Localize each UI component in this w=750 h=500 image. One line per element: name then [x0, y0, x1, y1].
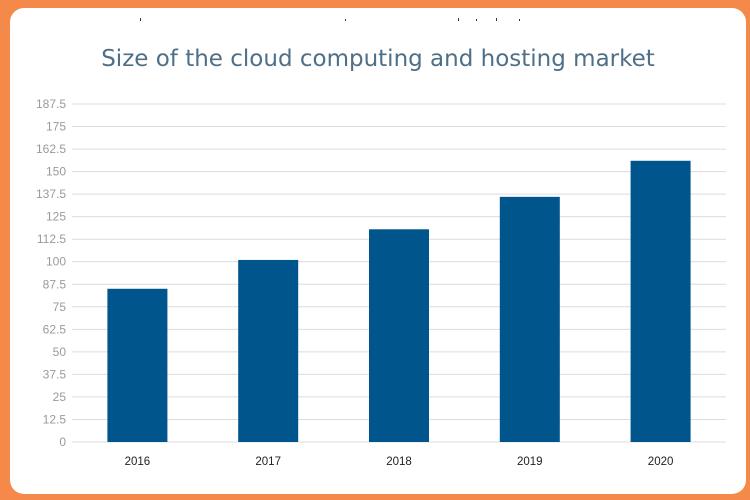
bar-chart: 0 12.5 25 37.5 50 62.5 75 87.5 100 112.5 125 137.5 1… [36, 97, 726, 468]
x-tick-label: 2016 [125, 456, 151, 468]
top-edge-marks [140, 18, 520, 21]
y-tick-label: 112.5 [37, 232, 66, 246]
y-tick-label: 25 [53, 390, 67, 404]
y-tick-label: 62.5 [43, 322, 67, 336]
y-axis-ticks: 0 12.5 25 37.5 50 62.5 75 87.5 100 112.5 125 137.5 1… [36, 97, 66, 449]
y-tick-label: 125 [46, 210, 66, 224]
y-tick-label: 187.5 [36, 97, 66, 111]
y-tick-label: 137.5 [36, 187, 66, 201]
y-tick-label: 87.5 [43, 277, 67, 291]
chart-title: Size of the cloud computing and hosting … [101, 46, 655, 72]
bar-2019 [499, 196, 560, 442]
x-tick-label: 2018 [386, 456, 412, 468]
x-tick-label: 2017 [255, 456, 281, 468]
y-tick-label: 50 [53, 345, 67, 359]
x-tick-label: 2020 [648, 456, 674, 468]
x-axis-ticks: 2016 2017 2018 2019 2020 [125, 456, 674, 468]
y-tick-label: 75 [53, 300, 67, 314]
bar-2018 [369, 229, 429, 442]
y-tick-label: 37.5 [43, 367, 67, 381]
bar-2020 [630, 160, 691, 442]
y-tick-label: 162.5 [36, 142, 66, 156]
y-tick-label: 12.5 [43, 412, 67, 426]
y-tick-label: 175 [46, 120, 66, 134]
y-tick-label: 100 [46, 255, 66, 269]
y-tick-label: 0 [59, 435, 66, 449]
bars [107, 160, 691, 442]
y-tick-label: 150 [46, 165, 66, 179]
x-tick-label: 2019 [517, 456, 543, 468]
chart-card: Size of the cloud computing and hosting … [10, 8, 746, 494]
bar-2017 [238, 259, 299, 442]
bar-2016 [107, 288, 168, 442]
